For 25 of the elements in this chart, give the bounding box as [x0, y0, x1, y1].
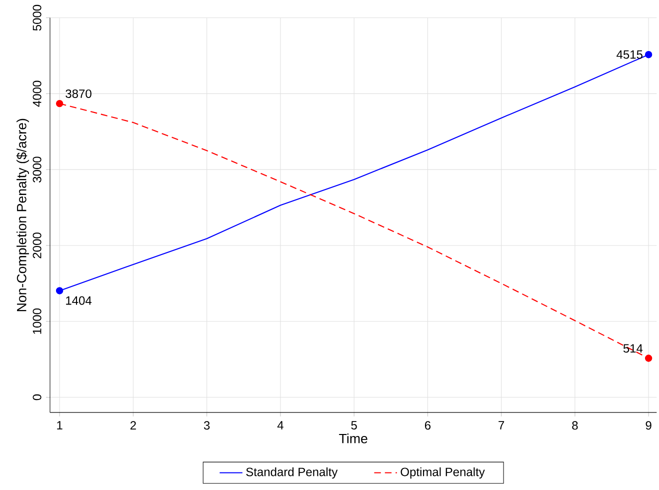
legend-label: Standard Penalty: [246, 467, 338, 479]
point: [56, 287, 64, 294]
data-label: 3870: [66, 90, 92, 98]
y-axis-title: Non-Completion Penalty ($/acre): [16, 119, 29, 312]
y-tick-label: 4000: [32, 80, 42, 107]
x-tick-label: 3: [204, 421, 210, 430]
x-tick-label: 7: [498, 421, 504, 430]
legend-label: Optimal Penalty: [400, 467, 485, 479]
x-axis-title: Time: [339, 434, 368, 444]
x-tick-label: 8: [572, 421, 578, 430]
data-label: 1404: [66, 296, 92, 305]
y-tick-label: 2000: [32, 232, 42, 258]
x-tick-label: 1: [57, 421, 62, 430]
y-tick-label: 5000: [32, 5, 42, 31]
x-tick-label: 6: [424, 421, 431, 430]
data-label: 514: [623, 344, 643, 353]
data-label: 4515: [616, 50, 642, 59]
point: [56, 100, 64, 108]
x-tick-label: 2: [130, 421, 136, 430]
x-tick-label: 4: [277, 421, 284, 430]
x-tick-label: 9: [646, 421, 652, 430]
y-tick-label: 0: [32, 394, 42, 400]
y-tick-label: 1000: [32, 308, 42, 334]
y-tick-label: 3000: [32, 156, 42, 183]
x-tick-label: 5: [351, 421, 357, 430]
